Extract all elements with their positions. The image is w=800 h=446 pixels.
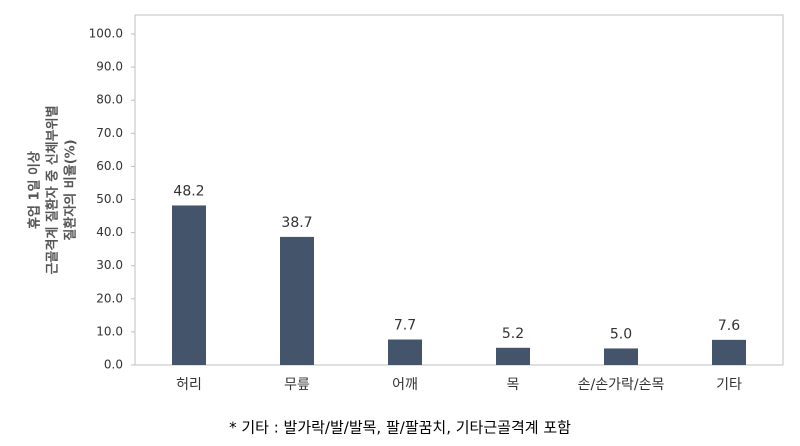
value-label: 38.7 <box>281 215 312 231</box>
footnote: * 기타 : 발가락/발/발목, 팔/팔꿈치, 기타근골격계 포함 <box>229 419 571 437</box>
bar <box>496 347 530 365</box>
bar <box>388 339 422 365</box>
x-tick-label: 허리 <box>176 377 202 393</box>
y-label-line: 휴업 1일 이상 <box>27 151 43 229</box>
bar <box>172 205 206 365</box>
x-tick-label: 어깨 <box>392 377 418 393</box>
bar <box>712 339 746 365</box>
y-tick-label: 10.0 <box>96 324 123 338</box>
value-label: 5.0 <box>610 326 632 342</box>
y-tick-label: 40.0 <box>96 225 123 239</box>
value-label: 7.7 <box>394 318 416 334</box>
x-tick-label: 무릎 <box>284 377 310 393</box>
plot-frame <box>134 14 784 365</box>
y-tick-label: 70.0 <box>96 126 123 140</box>
y-tick-label: 60.0 <box>96 159 123 173</box>
y-tick-label: 80.0 <box>96 93 123 107</box>
y-label-line: 근골격계 질환자 중 신체부위별 <box>45 105 61 274</box>
y-tick-label: 0.0 <box>104 358 123 372</box>
y-axis-title: 휴업 1일 이상 근골격계 질환자 중 신체부위별 질환자의 비율(%) <box>27 105 79 274</box>
y-tick-label: 90.0 <box>96 60 123 74</box>
value-label: 48.2 <box>173 183 204 199</box>
y-tick-label: 30.0 <box>96 258 123 272</box>
x-tick-label: 기타 <box>716 377 742 393</box>
y-tick-label: 100.0 <box>89 27 123 41</box>
x-tick-label: 손/손가락/손목 <box>578 377 665 393</box>
y-tick-label: 20.0 <box>96 291 123 305</box>
value-label: 5.2 <box>502 326 524 342</box>
bar <box>280 236 314 365</box>
x-tick-label: 목 <box>507 377 520 393</box>
bar <box>604 348 638 365</box>
y-tick-label: 50.0 <box>96 192 123 206</box>
y-label-line: 질환자의 비율(%) <box>63 139 79 240</box>
value-label: 7.6 <box>718 318 740 334</box>
